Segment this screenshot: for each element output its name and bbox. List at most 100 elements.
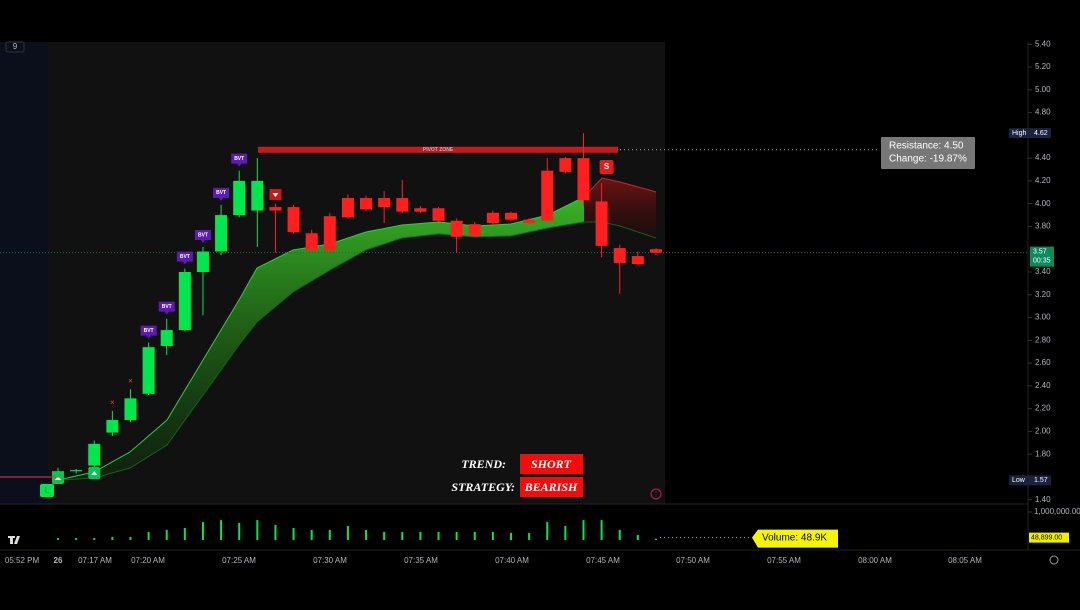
- settings-icon[interactable]: [1049, 555, 1059, 565]
- x-tick-label: 07:50 AM: [676, 556, 710, 565]
- short-marker: [599, 160, 614, 174]
- volume-bar: [582, 520, 585, 540]
- candle-body: [215, 215, 228, 252]
- slow-line: [57, 221, 657, 481]
- table-value: SHORT: [531, 457, 572, 471]
- candle-body: [432, 208, 445, 221]
- candle-body: [559, 158, 572, 172]
- y-tick-label: 3.80: [1035, 222, 1051, 231]
- candle-body: [305, 233, 318, 251]
- candle-body: [450, 220, 463, 237]
- y-tick-label: 5.40: [1035, 39, 1051, 48]
- x-tick-label: 05:52 PM: [5, 556, 40, 565]
- candle-body: [70, 470, 83, 472]
- x-tick-label: 07:20 AM: [131, 556, 165, 565]
- candle-body: [595, 201, 608, 246]
- indicator-toggle[interactable]: [5, 41, 25, 53]
- volume-bar: [473, 531, 476, 540]
- y-tick-label: 2.40: [1035, 381, 1051, 390]
- candle-body: [631, 256, 644, 265]
- candle-body: [613, 248, 626, 263]
- candle-body: [378, 197, 391, 208]
- bvt-marker: [176, 251, 193, 265]
- candle-body: [196, 251, 209, 272]
- resistance-box: [881, 137, 975, 169]
- volume-bar: [600, 520, 603, 540]
- volume-bar: [510, 533, 512, 540]
- bull-cloud: [58, 197, 584, 480]
- low-value: 1.57: [1034, 477, 1048, 484]
- candle-body: [414, 208, 427, 212]
- candle-body: [523, 219, 536, 224]
- bvt-label: BVT: [216, 190, 226, 196]
- indicator-count: 9: [13, 42, 18, 51]
- volume-bar: [564, 526, 567, 540]
- x-tick-label: 26: [54, 556, 63, 565]
- candle-body: [106, 420, 119, 433]
- volume-bar: [75, 538, 78, 540]
- volume-bar: [618, 529, 621, 540]
- candle-body: [486, 212, 499, 224]
- volume-callout-label: Volume: 48.9K: [762, 532, 827, 543]
- y-tick-label: 3.40: [1035, 267, 1051, 276]
- long-label: L: [45, 486, 50, 495]
- status-table: TREND: SHORT STRATEGY: BEARISH: [451, 454, 583, 497]
- bvt-marker: [231, 153, 248, 167]
- table-value: BEARISH: [524, 480, 578, 494]
- y-tick-label: 2.00: [1035, 427, 1051, 436]
- candle-body: [233, 180, 246, 216]
- last-price-badge: [1030, 246, 1054, 267]
- volume-bar: [93, 538, 96, 540]
- candle-body: [142, 347, 155, 394]
- volume-bar: [292, 527, 295, 540]
- y-tick-label: 4.80: [1035, 108, 1051, 117]
- y-tick-label: 4.00: [1035, 199, 1051, 208]
- volume-bar: [401, 531, 404, 540]
- volume-callout: [752, 529, 838, 548]
- bvt-label: BVT: [234, 156, 244, 162]
- fast-line-bear: [583, 177, 657, 198]
- volume-bar: [491, 531, 494, 540]
- table-label: STRATEGY:: [451, 480, 515, 494]
- pivot-zone: [258, 146, 618, 153]
- volume-bar: [528, 533, 531, 540]
- high-value: 4.62: [1034, 130, 1048, 137]
- volume-bar: [365, 529, 368, 540]
- volume-bar: [256, 520, 259, 540]
- volume-bar: [201, 522, 204, 540]
- session-shade: [0, 42, 48, 504]
- low-badge: [1009, 475, 1051, 486]
- volume-bar: [274, 524, 277, 540]
- y-tick-label: 1.80: [1035, 449, 1051, 458]
- volume-bar: [419, 531, 422, 540]
- volume-bar: [636, 534, 639, 540]
- bvt-marker: [213, 187, 230, 201]
- x-tick-label: 07:25 AM: [222, 556, 256, 565]
- bvt-label: BVT: [144, 328, 154, 334]
- candle-body: [323, 216, 336, 251]
- candle-body: [577, 158, 590, 201]
- volume-bar: [310, 529, 313, 540]
- volume-bar: [346, 526, 349, 540]
- candle-body: [269, 207, 282, 211]
- y-tick-label: 2.60: [1035, 358, 1051, 367]
- volume-tick-label: 1,000,000.00: [1034, 507, 1080, 516]
- session-area: [48, 42, 665, 504]
- y-tick-label: 5.00: [1035, 85, 1051, 94]
- x-tick-label: 07:17 AM: [78, 556, 112, 565]
- volume-bar: [437, 531, 440, 540]
- short-label: S: [604, 162, 610, 171]
- candle-body: [124, 398, 137, 421]
- alert-icon[interactable]: [650, 488, 662, 500]
- candle-body: [160, 330, 173, 347]
- last-volume-badge: [1029, 532, 1069, 543]
- candle-body: [468, 224, 481, 236]
- x-tick-label: 07:40 AM: [495, 556, 529, 565]
- candle-body: [649, 249, 662, 253]
- y-tick-label: 3.00: [1035, 313, 1051, 322]
- countdown: 00:35: [1033, 257, 1051, 264]
- last-volume-label: 48,899.00: [1031, 534, 1062, 541]
- x-tick-label: 07:45 AM: [586, 556, 620, 565]
- buy-arrow: [91, 471, 98, 475]
